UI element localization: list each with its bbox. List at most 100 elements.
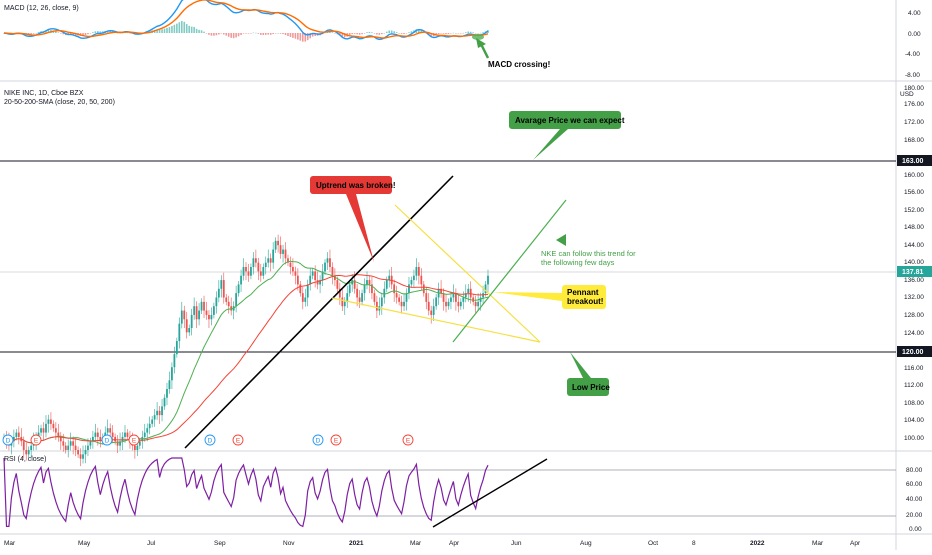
low-price-callout[interactable]: Low Price	[567, 352, 610, 396]
price-tick: 148.00	[904, 224, 924, 231]
nke-trend-line2: the following few days	[541, 258, 615, 267]
macd-histogram-bar	[324, 32, 326, 34]
candle-body	[274, 240, 277, 250]
candle-body	[324, 262, 326, 272]
macd-crossing-callout[interactable]: MACD crossing!	[476, 38, 550, 69]
candle-body	[371, 284, 373, 294]
macd-histogram-bar	[462, 32, 465, 34]
macd-histogram-bar	[371, 32, 373, 33]
macd-histogram-bar	[284, 33, 287, 36]
macd-histogram-bar	[247, 33, 250, 34]
time-axis-label: Sep	[214, 540, 226, 547]
macd-histogram-bar	[37, 32, 40, 33]
pennant-lower-line[interactable]	[331, 297, 541, 343]
event-marker-label: E	[406, 438, 411, 445]
candle-body	[447, 301, 450, 307]
macd-histogram-bar	[242, 33, 245, 34]
macd-histogram-bar	[59, 33, 62, 34]
candle-body	[200, 301, 203, 311]
macd-histogram-bar	[168, 27, 171, 33]
average-price-callout[interactable]: Avarage Price we can expect	[509, 111, 625, 160]
candle-body	[353, 280, 356, 289]
candle-body	[45, 423, 47, 433]
rsi-label[interactable]: RSI (4, close)	[4, 456, 46, 463]
time-axis-label: Mar	[4, 540, 16, 547]
dividend-marker[interactable]: D	[2, 434, 14, 446]
nke-trend-line1: NKE can follow this trend for	[541, 249, 636, 258]
pennant-upper-line[interactable]	[394, 204, 541, 343]
macd-histogram-bar	[121, 32, 124, 34]
macd-histogram-bar	[445, 33, 447, 35]
macd-axis: 4.00 0.00 -4.00 -8.00	[905, 10, 921, 79]
candle-body	[242, 267, 245, 276]
earnings-marker[interactable]: E	[232, 434, 244, 446]
macd-label[interactable]: MACD (12, 26, close, 9)	[4, 5, 79, 12]
time-axis-label: Mar	[812, 540, 824, 547]
macd-histogram-bar	[30, 33, 32, 35]
dividend-marker[interactable]: D	[204, 434, 216, 446]
macd-histogram-bar	[311, 33, 314, 37]
candle-body	[311, 271, 314, 276]
macd-histogram-bar	[301, 33, 304, 42]
rsi-trend-line[interactable]	[432, 458, 548, 528]
candle-body	[259, 271, 262, 276]
macd-tick: -4.00	[905, 51, 920, 58]
dividend-marker[interactable]: D	[312, 434, 324, 446]
uptrend-callout[interactable]: Uptrend was broken!	[310, 176, 396, 262]
candle-body	[440, 288, 442, 294]
macd-histogram-bar	[373, 33, 376, 34]
candle-body	[336, 280, 339, 289]
macd-histogram-bar	[408, 32, 410, 33]
earnings-marker[interactable]: E	[402, 434, 414, 446]
candle-body	[183, 310, 186, 320]
sma-label[interactable]: 20-50-200-SMA (close, 20, 50, 200)	[4, 99, 115, 106]
candle-body	[205, 310, 208, 315]
earnings-marker[interactable]: E	[128, 434, 140, 446]
macd-histogram-bar	[343, 33, 346, 38]
macd-histogram-bar	[203, 31, 205, 33]
candle-body	[84, 450, 87, 455]
candle-body	[338, 288, 341, 298]
price-tick: 140.00	[904, 259, 924, 266]
candle-body	[42, 428, 45, 433]
macd-histogram-bar	[178, 22, 181, 33]
candle-body	[212, 306, 215, 315]
macd-histogram-bar	[161, 29, 163, 33]
rsi-tick: 40.00	[906, 496, 923, 503]
candle-body	[385, 280, 388, 289]
time-axis-label: 8	[692, 540, 696, 547]
pennant-callout[interactable]: Pennant breakout!	[493, 285, 606, 309]
candle-body	[153, 415, 156, 420]
macd-histogram-bar	[235, 33, 237, 38]
macd-histogram-bar	[306, 33, 309, 41]
price-tick: 136.00	[904, 277, 924, 284]
time-axis-label: Oct	[648, 540, 658, 547]
macd-histogram-bar	[366, 32, 368, 33]
macd-histogram-bar	[116, 32, 119, 34]
candle-body	[190, 314, 193, 328]
dividend-marker[interactable]: D	[101, 434, 113, 446]
candle-body	[432, 306, 435, 315]
symbol-title[interactable]: NIKE INC, 1D, Cboe BZX	[4, 90, 84, 97]
average-price-text: Avarage Price we can expect	[515, 116, 625, 125]
macd-histogram-bar	[435, 33, 437, 36]
candle-body	[208, 314, 210, 320]
candle-body	[301, 293, 304, 302]
macd-histogram-bar	[101, 31, 104, 33]
earnings-marker[interactable]: E	[30, 434, 42, 446]
candle-body	[240, 275, 242, 285]
green-trend-line[interactable]	[452, 199, 567, 343]
event-marker-label: D	[316, 438, 321, 445]
candle-body	[479, 297, 482, 302]
uptrend-line[interactable]	[184, 175, 454, 449]
earnings-marker[interactable]: E	[330, 434, 342, 446]
macd-histogram-bar	[55, 31, 57, 33]
candle-body	[272, 249, 275, 263]
macd-histogram-bar	[455, 32, 457, 34]
candle-body	[366, 280, 368, 285]
candle-body	[175, 341, 178, 355]
macd-tick: 0.00	[908, 31, 921, 38]
candle-body	[333, 275, 336, 281]
macd-histogram-bar	[227, 33, 230, 37]
candle-body	[72, 441, 75, 446]
